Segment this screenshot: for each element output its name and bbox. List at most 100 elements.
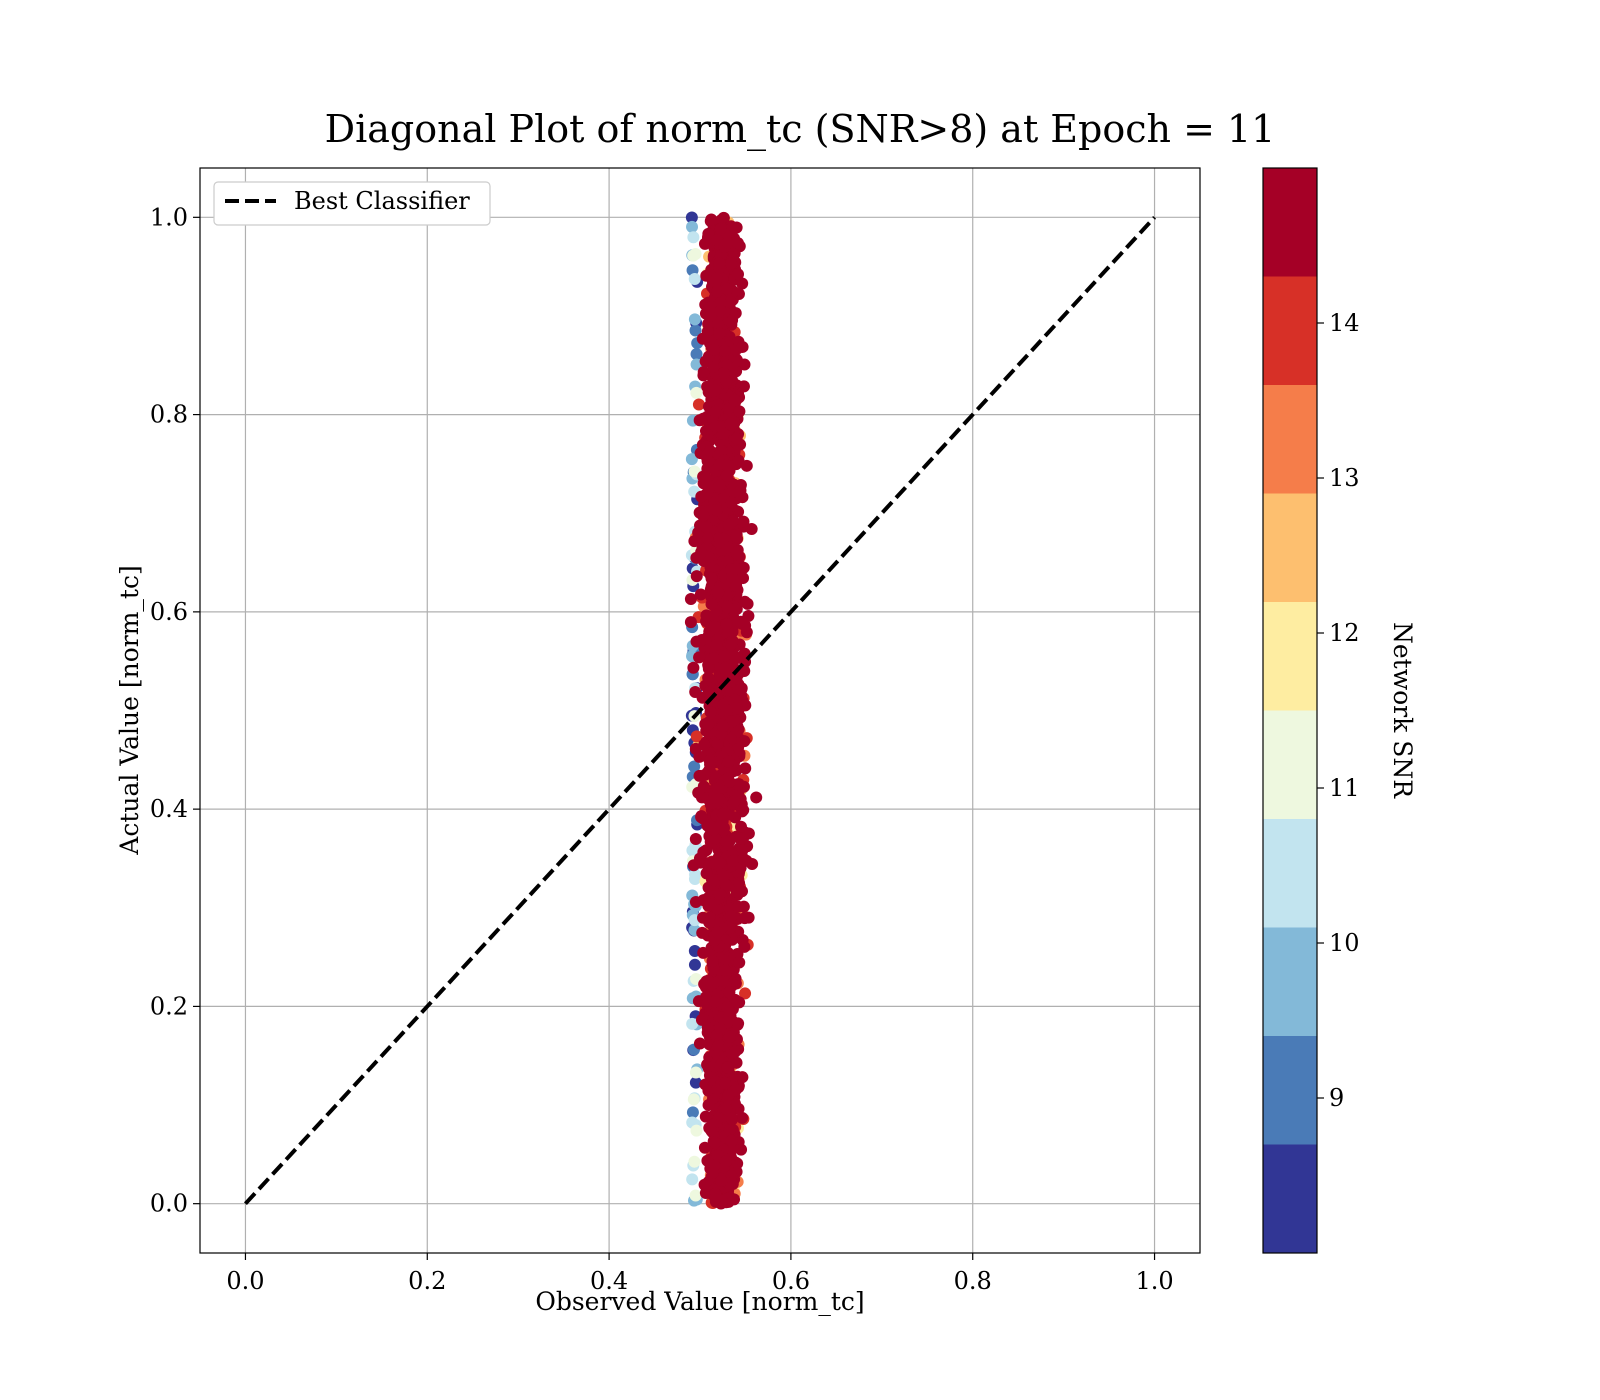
scatter-point (729, 562, 742, 575)
scatter-point (699, 1186, 712, 1199)
scatter-point (736, 1111, 749, 1124)
scatter-point (693, 1037, 706, 1050)
scatter-point (730, 579, 743, 592)
colorbar-bin-0 (1263, 1144, 1317, 1253)
scatter-point (684, 616, 697, 629)
scatter-point (685, 453, 698, 466)
scatter-point (704, 898, 717, 911)
scatter-point (695, 634, 708, 647)
legend-label-best-classifier: Best Classifier (294, 187, 470, 215)
scatter-point (723, 775, 736, 788)
scatter-point (728, 795, 741, 808)
scatter-point (709, 405, 722, 418)
scatter-point (709, 1192, 722, 1205)
scatter-point (686, 220, 699, 233)
scatter-point (733, 405, 746, 418)
scatter-point (709, 1136, 722, 1149)
scatter-point (704, 706, 717, 719)
y-axis-ticks: 0.0 0.2 0.4 0.6 0.8 1.0 (150, 203, 200, 1218)
scatter-point (730, 530, 743, 543)
scatter-point (714, 1022, 727, 1035)
scatter-point (689, 685, 702, 698)
scatter-point (685, 211, 698, 224)
scatter-point (700, 521, 713, 534)
scatter-point (696, 926, 709, 939)
scatter-point (736, 340, 749, 353)
scatter-point (730, 702, 743, 715)
scatter-point (720, 618, 733, 631)
scatter-point (689, 1066, 702, 1079)
scatter-point (690, 1124, 703, 1137)
legend: Best Classifier (213, 181, 491, 226)
colorbar-bin-8 (1263, 276, 1317, 385)
colorbar-tick-label-0: 9 (1329, 1084, 1344, 1112)
scatter-point (723, 986, 736, 999)
scatter-point (717, 808, 730, 821)
scatter-point (695, 811, 708, 824)
scatter-point (750, 791, 763, 804)
scatter-point (717, 532, 730, 545)
scatter-point (719, 1077, 732, 1090)
scatter-point (721, 282, 734, 295)
scatter-point (697, 365, 710, 378)
colorbar-bin-2 (1263, 927, 1317, 1036)
scatter-point (720, 703, 733, 716)
scatter-point (734, 484, 747, 497)
scatter-point (714, 304, 727, 317)
scatter-point (710, 504, 723, 517)
scatter-point (721, 1000, 734, 1013)
scatter-point (687, 1093, 700, 1106)
colorbar-bin-4 (1263, 710, 1317, 819)
scatter-point (724, 638, 737, 651)
scatter-point (692, 398, 705, 411)
scatter-point (722, 755, 735, 768)
scatter-point (706, 1166, 719, 1179)
scatter-point (719, 835, 732, 848)
scatter-point (692, 786, 705, 799)
scatter-point (706, 873, 719, 886)
scatter-point (713, 327, 726, 340)
scatter-point (689, 832, 702, 845)
colorbar-label: Network SNR (1388, 622, 1417, 799)
scatter-point (735, 683, 748, 696)
scatter-point (739, 762, 752, 775)
scatter-point (725, 1111, 738, 1124)
scatter-point (711, 1040, 724, 1053)
scatter-point (712, 917, 725, 930)
scatter-point (713, 857, 726, 870)
scatter-point (693, 651, 706, 664)
scatter-point (718, 649, 731, 662)
scatter-point (697, 509, 710, 522)
scatter-point (731, 237, 744, 250)
scatter-point (707, 652, 720, 665)
scatter-point (711, 926, 724, 939)
scatter-point (688, 1155, 701, 1168)
scatter-point (731, 544, 744, 557)
scatter-point (688, 760, 701, 773)
legend-box (213, 181, 491, 226)
scatter-point (737, 515, 750, 528)
scatter-point (709, 384, 722, 397)
scatter-point (738, 595, 751, 608)
scatter-point (728, 1046, 741, 1059)
x-axis-label: Observed Value [norm_tc] (535, 1287, 864, 1316)
scatter-point (721, 601, 734, 614)
scatter-point (725, 1134, 738, 1147)
colorbar-bin-5 (1263, 602, 1317, 711)
scatter-point (720, 469, 733, 482)
plot-frame (199, 167, 1201, 1254)
scatter-point (708, 343, 721, 356)
scatter-point (715, 1174, 728, 1187)
scatter-point (732, 268, 745, 281)
scatter-point (687, 661, 700, 674)
scatter-point (710, 638, 723, 651)
scatter-point (689, 324, 702, 337)
scatter-point (688, 958, 701, 971)
scatter-point (721, 459, 734, 472)
scatter-point (686, 1173, 699, 1186)
scatter-point (699, 1110, 712, 1123)
scatter-point (693, 769, 706, 782)
scatter-point (700, 487, 713, 500)
scatter-point (725, 496, 738, 509)
